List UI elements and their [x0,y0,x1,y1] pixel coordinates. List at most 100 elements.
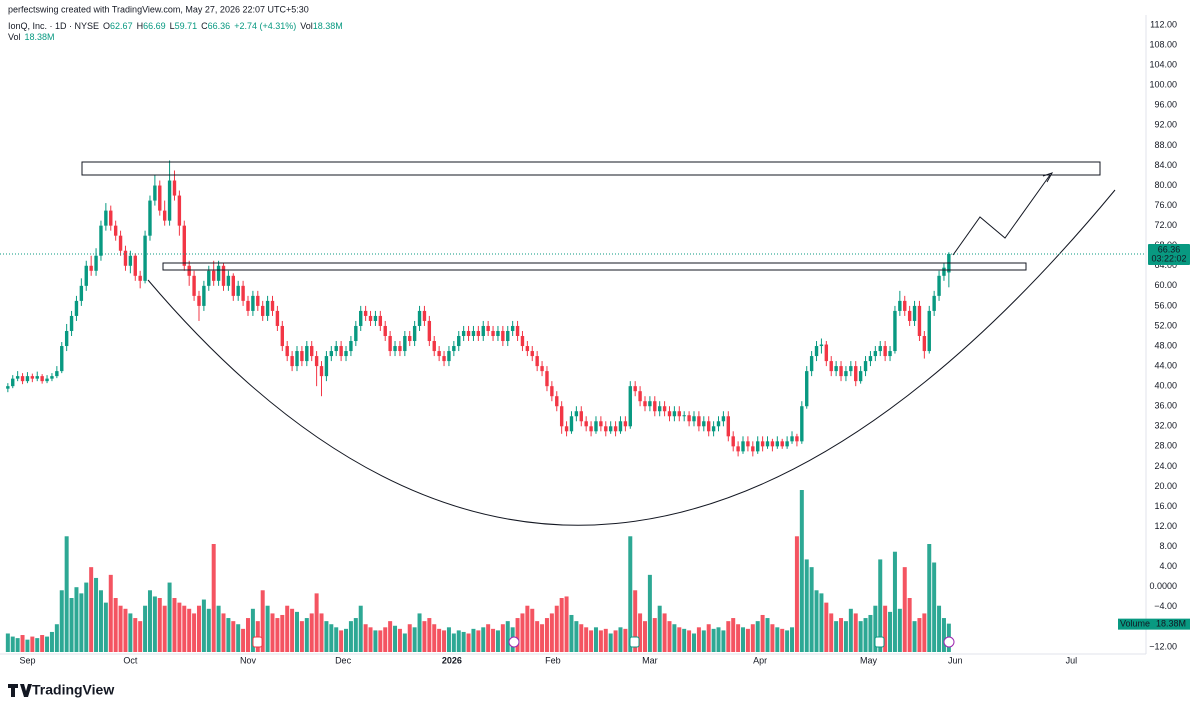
volume-bar [299,621,304,652]
candle-body [741,441,745,452]
volume-bar [834,621,839,652]
candle-body [883,346,887,357]
ohlc-label: O [103,21,110,31]
volume-bar [922,613,927,652]
split-icon[interactable] [943,636,955,648]
volume-bar [824,602,829,652]
volume-bar [760,614,765,652]
candle-body [613,426,618,432]
volume-bar [554,605,559,652]
candle-body [550,386,554,397]
volume-bar [638,613,643,652]
candle-body [486,325,490,331]
volume-bar [790,627,795,652]
volume-bar [285,605,290,652]
candle-body [412,325,417,342]
candle-body [344,351,348,357]
volume-bar [873,605,878,652]
split-icon[interactable] [508,636,520,648]
candle-body [692,416,696,422]
volume-bar [741,627,746,652]
candle-body [471,330,476,336]
volume-bar [157,598,162,652]
x-tick-label: Jun [948,655,963,665]
candle-body [667,411,672,417]
volume-bar [103,602,108,652]
volume-bar [603,628,608,652]
y-tick-label: 64.00 [1154,260,1177,270]
candle-body [30,376,35,379]
y-tick-label: 24.00 [1154,461,1177,471]
candle-body [824,344,829,362]
ohlc-value: 62.67 [110,21,133,31]
candle-body [177,195,182,226]
candle-body [368,315,373,321]
candle-body [109,210,113,226]
volume-bar [241,628,246,652]
volume-bar [927,544,932,652]
candle-body [515,325,520,336]
volume-bar [147,590,152,652]
candle-body [746,441,750,447]
volume-bar [358,605,363,652]
earnings-icon[interactable] [629,636,640,648]
volume-bar [133,618,138,652]
y-tick-label: 60.00 [1154,280,1177,290]
volume-bar [642,621,647,652]
volume-bar [476,630,481,652]
y-tick-label: 72.00 [1154,220,1177,230]
candle-body [858,371,863,382]
x-tick-label: Mar [642,655,658,665]
volume-bar [682,628,687,652]
volume-bar [397,628,402,652]
candle-body [618,421,623,432]
volume-bar [647,574,652,652]
volume-bar [907,598,912,652]
volume-bar [535,621,540,652]
volume-bar [98,590,103,652]
volume-bar [785,630,790,652]
candle-body [285,346,289,357]
candle-body [775,441,780,447]
candle-body [731,436,735,447]
candle-body [643,401,647,407]
y-tick-label: −12.00 [1149,641,1177,651]
volume-bar [442,630,447,652]
x-tick-label: 2026 [442,655,462,665]
volume-bar [334,627,339,652]
candle-body [868,356,873,362]
candle-body [211,270,216,281]
candle-body [158,185,162,211]
candle-body [236,285,240,296]
volume-bar [731,618,736,652]
candle-body [834,366,838,372]
candle-body [628,386,632,427]
volume-bar [152,596,157,652]
volume-bar [726,621,731,652]
candle-body [79,285,84,301]
volume-bar [324,621,329,652]
candle-body [25,376,30,382]
volume-bar [94,577,99,652]
y-tick-label: 84.00 [1154,160,1177,170]
candle-body [790,436,794,442]
plot-area [5,160,951,652]
earnings-icon[interactable] [252,636,263,648]
volume-bar [559,598,564,652]
candle-body [677,411,681,417]
volume-bar [706,624,711,652]
earnings-icon[interactable] [874,636,885,648]
volume-bar [84,582,89,652]
volume-bar [319,613,324,652]
candle-body [202,285,206,306]
candle-body [653,401,657,412]
volume-bar [691,633,696,652]
volume-bar [937,605,942,652]
volume-bar [64,536,69,652]
volume-bar [530,608,535,652]
candle-body [888,351,892,357]
candle-body [60,346,64,372]
candle-body [942,267,946,276]
candle-body [231,275,235,296]
x-tick-label: Jul [1066,655,1078,665]
